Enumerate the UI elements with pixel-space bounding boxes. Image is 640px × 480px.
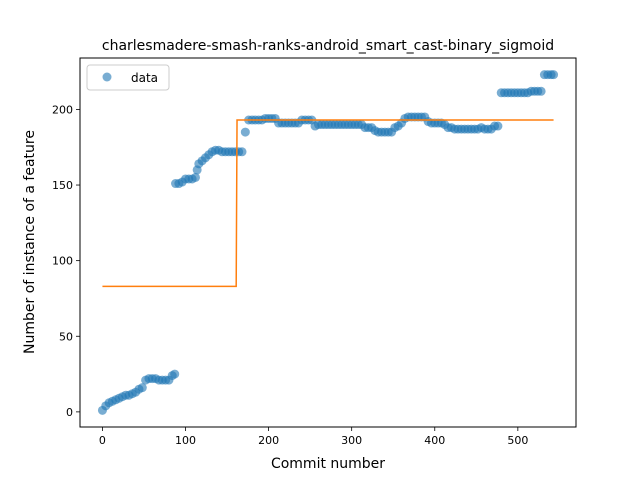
x-tick-label: 200	[258, 434, 279, 447]
y-axis-ticks: 0 50 100 150 200	[52, 103, 80, 419]
x-tick-label: 300	[341, 434, 362, 447]
x-axis-label: Commit number	[271, 456, 385, 472]
data-point	[240, 127, 250, 137]
x-tick-label: 500	[507, 434, 528, 447]
data-point	[190, 172, 200, 182]
legend-data-marker	[102, 72, 112, 82]
legend-data-label: data	[131, 71, 158, 85]
x-tick-label: 0	[99, 434, 106, 447]
fit-step-line	[102, 119, 554, 288]
x-tick-label: 100	[175, 434, 196, 447]
axes-frame	[79, 57, 577, 428]
data-point	[137, 383, 147, 393]
y-tick-label: 0	[66, 406, 73, 419]
y-tick-label: 50	[59, 330, 73, 343]
chart-title: charlesmadere-smash-ranks-android_smart_…	[102, 38, 554, 54]
data-point	[536, 86, 546, 96]
data-point	[493, 121, 503, 131]
data-point	[170, 369, 180, 379]
y-tick-label: 150	[52, 179, 73, 192]
x-tick-label: 400	[424, 434, 445, 447]
data-point	[549, 70, 559, 80]
y-tick-label: 200	[52, 103, 73, 116]
plot-area	[97, 70, 559, 415]
data-point	[237, 147, 247, 157]
x-axis-ticks: 0 100 200 300 400 500	[99, 427, 528, 447]
legend-box	[86, 64, 170, 91]
y-axis-label: Number of instance of a feature	[22, 130, 38, 354]
legend: data	[86, 64, 170, 91]
y-tick-label: 100	[52, 255, 73, 268]
